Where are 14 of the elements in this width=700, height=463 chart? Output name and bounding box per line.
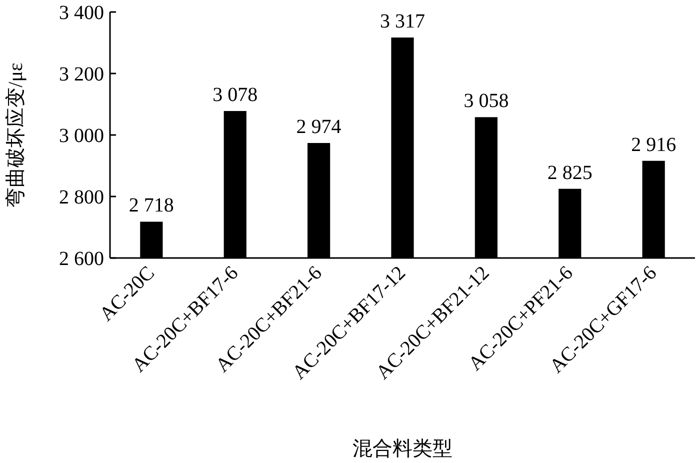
y-tick-label: 3 000 [59,125,104,147]
data-label: 3 078 [212,84,258,106]
y-tick-label: 3 400 [59,2,104,24]
y-tick-label: 3 200 [59,64,104,86]
data-label: 2 718 [128,194,174,217]
y-tick-label: 2 800 [59,186,104,208]
data-label: 2 916 [631,134,676,156]
x-axis-title: 混合料类型 [352,438,452,460]
data-label: 3 317 [380,10,425,33]
data-label: 3 058 [464,90,509,112]
y-axis-title: 弯曲破坏应变/με [5,62,27,208]
data-label: 2 974 [296,116,342,138]
y-tick-label: 2 600 [59,248,104,270]
data-label: 2 825 [547,162,592,184]
